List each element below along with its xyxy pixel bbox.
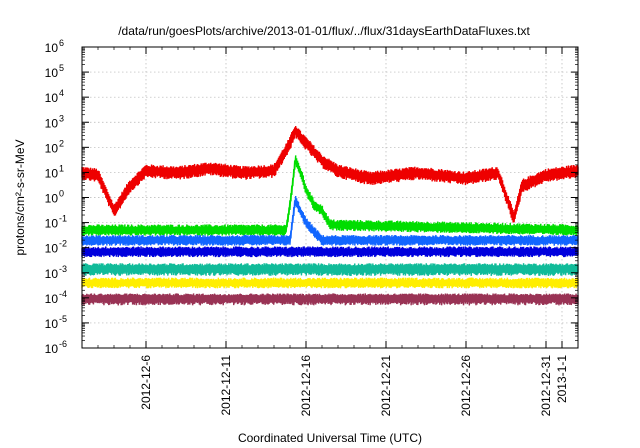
y-tick-label: 10	[45, 91, 59, 105]
y-tick-exponent: 0	[59, 189, 64, 199]
y-tick-exponent: 3	[59, 113, 64, 123]
flux-series	[81, 293, 579, 306]
y-tick-label: 10	[45, 166, 59, 180]
y-tick-label: 10	[45, 116, 59, 130]
flux-series	[81, 125, 579, 223]
y-tick-exponent: -2	[59, 239, 67, 249]
x-tick-label: 2012-12-11	[219, 355, 233, 416]
y-tick-label: 10	[45, 267, 59, 281]
y-tick-label: 10	[45, 242, 59, 256]
y-tick-label: 10	[45, 217, 59, 231]
flux-series	[81, 246, 579, 258]
y-tick-exponent: 1	[59, 163, 64, 173]
x-tick-label: 2012-12-26	[459, 355, 473, 417]
flux-series	[81, 155, 579, 236]
x-tick-label: 2012-12-16	[299, 355, 313, 417]
y-tick-exponent: -3	[59, 264, 67, 274]
y-tick-label: 10	[45, 141, 59, 155]
flux-series	[81, 195, 579, 246]
y-tick-label: 10	[45, 66, 59, 80]
x-axis: 2012-12-6 2012-12-11 2012-12-16 2012-12-21 2…	[81, 47, 579, 417]
y-tick-exponent: 4	[59, 88, 64, 98]
chart-title: /data/run/goesPlots/archive/2013-01-01/f…	[118, 24, 530, 38]
y-tick-exponent: -1	[59, 214, 67, 224]
y-tick-exponent: 2	[59, 138, 64, 148]
y-axis-label: protons/cm²-s-sr-MeV	[13, 139, 27, 255]
y-tick-exponent: -6	[59, 339, 67, 349]
x-tick-label: 2012-12-6	[139, 355, 153, 410]
x-axis-label: Coordinated Universal Time (UTC)	[238, 431, 422, 445]
x-tick-label: 2012-12-21	[379, 355, 393, 417]
y-tick-exponent: -4	[59, 289, 67, 299]
y-tick-label: 10	[45, 41, 59, 55]
y-tick-label: 10	[45, 342, 59, 356]
y-tick-exponent: 5	[59, 63, 64, 73]
data-layer	[81, 125, 579, 306]
y-tick-label: 10	[45, 192, 59, 206]
y-tick-label: 10	[45, 317, 59, 331]
flux-series	[81, 263, 579, 276]
y-axis: 10 -610 -510 -410 -310 -210 -110 010 110 210 310 41…	[45, 38, 578, 356]
flux-series	[81, 277, 579, 289]
x-tick-label: 2012-12-31	[539, 355, 553, 417]
x-tick-label: 2013-1-1	[555, 355, 569, 403]
y-tick-exponent: -5	[59, 314, 67, 324]
y-tick-label: 10	[45, 292, 59, 306]
y-tick-exponent: 6	[59, 38, 64, 48]
